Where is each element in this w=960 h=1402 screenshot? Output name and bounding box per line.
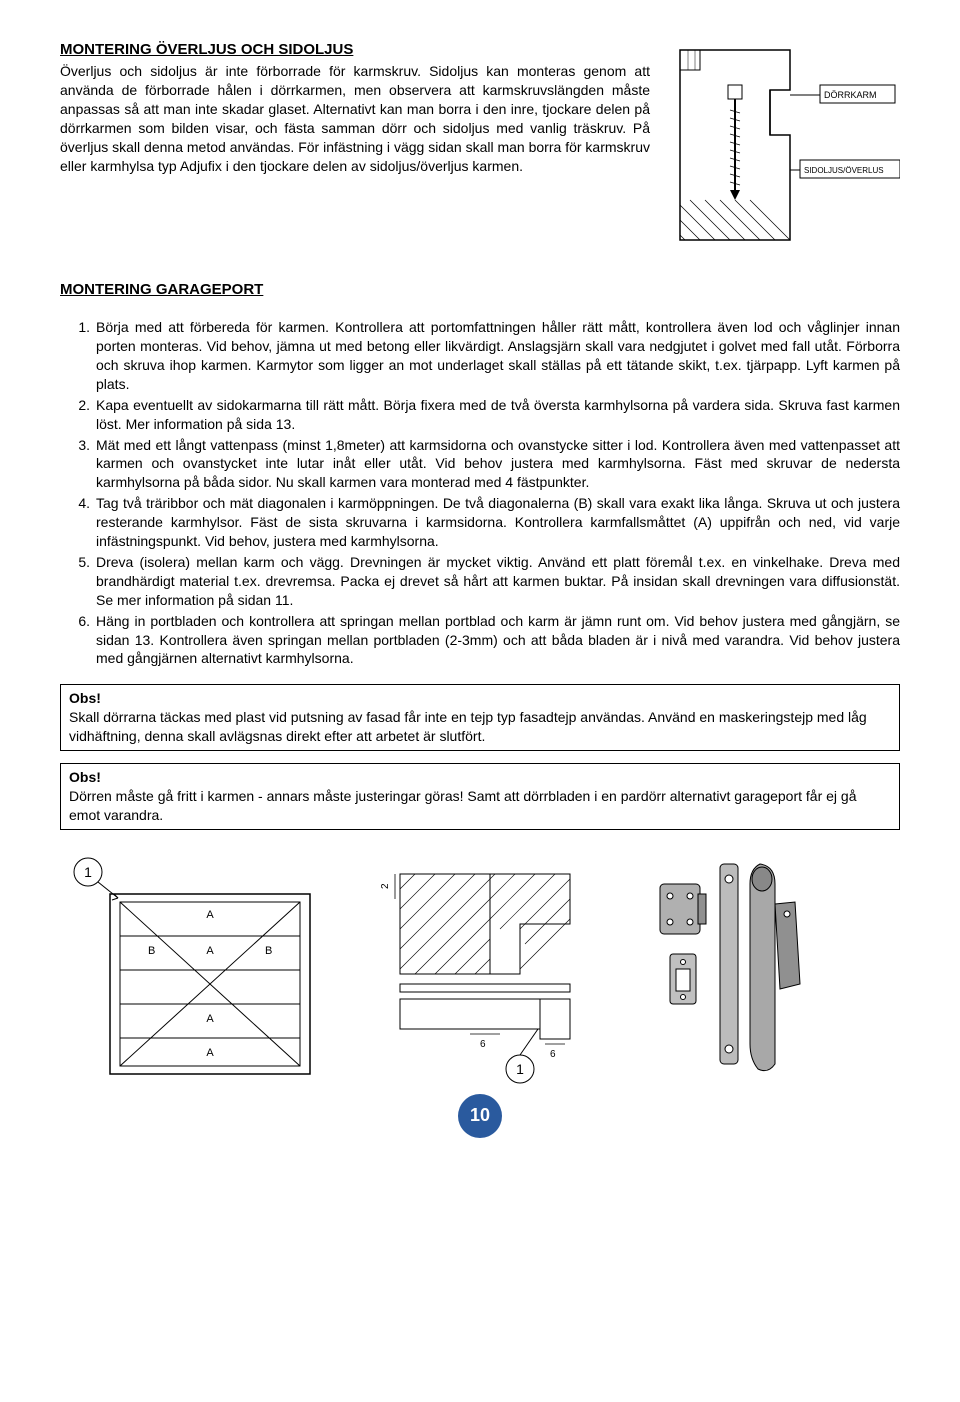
step-3: 3.Mät med ett långt vattenpass (minst 1,… — [96, 436, 900, 493]
section-overljus-body: Överljus och sidoljus är inte förborrade… — [60, 63, 650, 173]
obs-1-body: Skall dörrarna täckas med plast vid puts… — [69, 709, 867, 744]
figure-section-detail: 2 6 6 1 — [370, 854, 610, 1084]
obs-2-title: Obs! — [69, 769, 101, 785]
label-dorrkarm: DÖRRKARM — [824, 90, 877, 100]
section-overljus-title: MONTERING ÖVERLJUS OCH SIDOLJUS — [60, 40, 650, 60]
obs-1-title: Obs! — [69, 690, 101, 706]
svg-text:2: 2 — [380, 883, 391, 889]
page-number: 10 — [458, 1094, 502, 1138]
diagram-dorrkarm: DÖRRKARM SIDOLJUS/ÖVERLUS — [670, 40, 900, 250]
section-overljus: MONTERING ÖVERLJUS OCH SIDOLJUS Överljus… — [60, 40, 900, 250]
svg-text:A: A — [206, 1047, 214, 1059]
obs-box-2: Obs! Dörren måste gå fritt i karmen - an… — [60, 763, 900, 830]
svg-text:A: A — [206, 945, 214, 957]
obs-box-1: Obs! Skall dörrarna täckas med plast vid… — [60, 684, 900, 751]
figure-hardware — [650, 854, 850, 1084]
figure-door-front: 1 A A A A B B — [70, 854, 330, 1084]
step-1: 1.Börja med att förbereda för karmen. Ko… — [96, 318, 900, 394]
dorrkarm-svg: DÖRRKARM SIDOLJUS/ÖVERLUS — [670, 40, 900, 250]
section-garageport-title: MONTERING GARAGEPORT — [60, 280, 900, 300]
bottom-illustrations: 1 A A A A B B — [60, 854, 900, 1084]
svg-text:A: A — [206, 1013, 214, 1025]
step-5: 5.Dreva (isolera) mellan karm och vägg. … — [96, 553, 900, 610]
section-overljus-text: MONTERING ÖVERLJUS OCH SIDOLJUS Överljus… — [60, 40, 650, 250]
garageport-steps: 1.Börja med att förbereda för karmen. Ko… — [60, 318, 900, 668]
obs-2-body: Dörren måste gå fritt i karmen - annars … — [69, 788, 857, 823]
label-sidoljus: SIDOLJUS/ÖVERLUS — [804, 166, 884, 175]
svg-text:B: B — [148, 945, 155, 957]
callout-1: 1 — [84, 864, 92, 880]
step-6: 6.Häng in portbladen och kontrollera att… — [96, 612, 900, 669]
svg-text:1: 1 — [516, 1061, 524, 1077]
svg-text:A: A — [206, 909, 214, 921]
step-2: 2.Kapa eventuellt av sidokarmarna till r… — [96, 396, 900, 434]
step-4: 4.Tag två träribbor och mät diagonalen i… — [96, 494, 900, 551]
svg-text:6: 6 — [480, 1039, 486, 1050]
svg-text:B: B — [265, 945, 272, 957]
svg-text:6: 6 — [550, 1049, 556, 1060]
